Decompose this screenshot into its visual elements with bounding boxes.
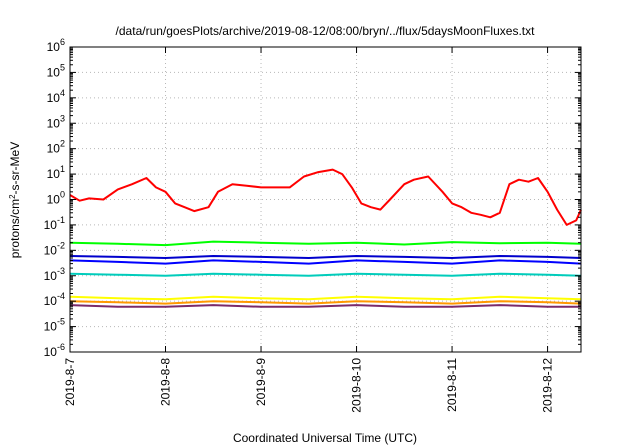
series-line-1 [69,168,582,226]
x-tick-label: 2019-8-9 [254,358,268,406]
x-tick-label: 2019-8-12 [541,358,555,413]
series-line-7 [69,300,582,305]
y-tick-label: 105 [47,62,65,79]
y-tick-label: 10-5 [44,317,65,334]
x-tick-label: 2019-8-7 [63,358,77,406]
series-line-3 [69,259,582,265]
y-tick-label-exponent: -4 [57,291,65,301]
y-tick-label: 10-6 [44,342,65,359]
x-axis-ticks: 2019-8-7 2019-8-8 2019-8-9 2019-8-10 2019-8-… [63,47,555,413]
y-tick-label-base: 10 [47,91,61,105]
y-axis-label: protons/cm2-s-sr-MeV [8,142,23,258]
x-axis-label: Coordinated Universal Time (UTC) [233,431,417,445]
series-layer [69,168,582,308]
y-tick-label-base: 10 [47,193,61,207]
x-tick-label: 2019-8-11 [445,358,459,412]
y-tick-label-base: 10 [47,116,61,130]
y-tick-label-base: 10 [44,243,58,257]
y-tick-label-base: 10 [47,40,61,54]
y-tick-label-base: 10 [44,345,58,359]
y-tick-label: 10-4 [44,291,65,308]
y-axis-label-superscript: 2 [8,194,17,199]
y-tick-label-base: 10 [44,294,58,308]
y-tick-label-exponent: 2 [60,139,65,149]
y-tick-label-exponent: -3 [57,266,65,276]
series-line-2 [69,240,582,247]
series-line-8 [69,304,581,308]
y-tick-label: 104 [47,88,65,105]
series-line-6 [69,295,582,301]
y-tick-label-base: 10 [44,218,58,232]
y-tick-label-exponent: -6 [57,342,65,352]
y-tick-label-base: 10 [47,167,61,181]
y-tick-label-exponent: 4 [60,88,65,98]
x-tick-label: 2019-8-8 [159,358,173,406]
chart-title: /data/run/goesPlots/archive/2019-08-12/0… [116,24,536,38]
y-tick-label: 106 [47,37,65,54]
y-tick-label-exponent: 1 [60,164,65,174]
y-tick-label-exponent: 5 [60,62,65,72]
y-tick-label-base: 10 [44,269,58,283]
x-tick-label: 2019-8-10 [350,358,364,413]
y-axis-label-main: protons/cm [8,199,22,258]
y-tick-label-exponent: 6 [60,37,65,47]
y-tick-label: 102 [47,139,65,156]
series-line-4 [69,255,582,259]
y-tick-label: 10-2 [44,240,65,257]
y-tick-label-base: 10 [47,65,61,79]
grid [70,47,581,352]
y-tick-label: 101 [47,164,65,181]
y-tick-label-exponent: 0 [60,190,65,200]
y-tick-label-base: 10 [47,142,61,156]
y-tick-label-exponent: -2 [57,240,65,250]
y-axis-label-unit: -s-sr-MeV [8,142,22,195]
y-tick-label-base: 10 [44,320,58,334]
y-tick-label-exponent: -1 [57,215,65,225]
y-tick-label-exponent: -5 [57,317,65,327]
series-line-5 [69,272,582,277]
y-tick-label: 100 [47,190,65,207]
y-tick-label: 10-3 [44,266,65,283]
y-tick-label: 10-1 [44,215,65,232]
y-axis-ticks: 10-610-510-410-310-210-11001011021031041… [44,37,581,359]
y-tick-label-exponent: 3 [60,113,65,123]
y-tick-label: 103 [47,113,65,130]
